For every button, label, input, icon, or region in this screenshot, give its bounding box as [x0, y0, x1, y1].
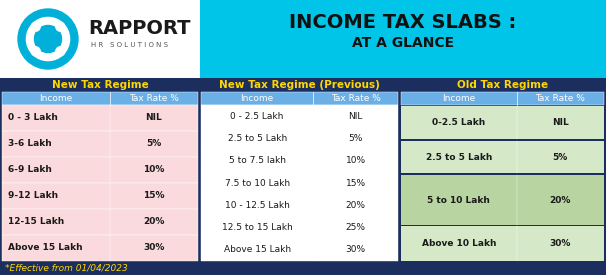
Text: 12.5 to 15 Lakh: 12.5 to 15 Lakh	[222, 223, 293, 232]
Text: NIL: NIL	[145, 114, 162, 122]
Text: 5 to 7.5 lakh: 5 to 7.5 lakh	[228, 156, 285, 165]
Bar	[201, 194, 398, 216]
Bar	[201, 92, 398, 105]
Text: 30%: 30%	[345, 245, 365, 254]
Text: AT A GLANCE: AT A GLANCE	[352, 36, 454, 50]
Bar	[2, 235, 198, 261]
Text: 0 - 2.5 Lakh: 0 - 2.5 Lakh	[230, 112, 284, 121]
Text: 20%: 20%	[345, 201, 365, 210]
Bar	[201, 150, 398, 172]
Text: 6-9 Lakh: 6-9 Lakh	[8, 166, 52, 175]
Text: INCOME TAX SLABS :: INCOME TAX SLABS :	[290, 13, 517, 32]
Bar	[201, 78, 398, 92]
Bar	[2, 78, 198, 92]
Text: 2.5 to 5 Lakh: 2.5 to 5 Lakh	[425, 153, 492, 161]
Bar	[201, 239, 398, 261]
Text: 15%: 15%	[345, 178, 365, 188]
Bar	[2, 209, 198, 235]
Circle shape	[35, 26, 61, 53]
Bar	[2, 183, 198, 209]
Bar	[401, 106, 604, 139]
Text: 5%: 5%	[553, 153, 568, 161]
Bar	[201, 172, 398, 194]
Circle shape	[31, 47, 40, 56]
Text: 15%: 15%	[143, 191, 165, 200]
Circle shape	[31, 22, 40, 31]
Text: 7.5 to 10 Lakh: 7.5 to 10 Lakh	[225, 178, 290, 188]
Text: Income: Income	[442, 94, 476, 103]
Bar	[401, 175, 604, 225]
Text: RAPPORT: RAPPORT	[88, 20, 190, 38]
Text: 20%: 20%	[143, 218, 165, 227]
Bar	[0, 78, 606, 261]
Text: Income: Income	[241, 94, 274, 103]
Text: Above 15 Lakh: Above 15 Lakh	[8, 243, 82, 252]
Bar	[201, 127, 398, 150]
Text: Income: Income	[39, 94, 73, 103]
Circle shape	[56, 47, 65, 56]
Text: 30%: 30%	[550, 239, 571, 248]
Text: 25%: 25%	[345, 223, 365, 232]
Bar	[401, 226, 604, 261]
Text: Old Tax Regime: Old Tax Regime	[457, 80, 548, 90]
Text: 5%: 5%	[348, 134, 363, 143]
Text: 10%: 10%	[345, 156, 365, 165]
Bar	[2, 92, 198, 105]
Bar	[2, 157, 198, 183]
Bar	[201, 216, 398, 239]
Circle shape	[27, 17, 70, 60]
Text: 10 - 12.5 Lakh: 10 - 12.5 Lakh	[225, 201, 290, 210]
Text: Tax Rate %: Tax Rate %	[536, 94, 585, 103]
Text: Above 10 Lakh: Above 10 Lakh	[422, 239, 496, 248]
Text: 12-15 Lakh: 12-15 Lakh	[8, 218, 64, 227]
Text: 10%: 10%	[143, 166, 165, 175]
Text: 3-6 Lakh: 3-6 Lakh	[8, 139, 52, 149]
Bar	[0, 0, 200, 78]
Circle shape	[56, 22, 65, 31]
Bar	[2, 131, 198, 157]
Text: Above 15 Lakh: Above 15 Lakh	[224, 245, 291, 254]
Text: 5%: 5%	[146, 139, 162, 149]
Bar	[401, 141, 604, 173]
Text: 0 - 3 Lakh: 0 - 3 Lakh	[8, 114, 58, 122]
Text: NIL: NIL	[552, 118, 568, 127]
Text: 20%: 20%	[550, 196, 571, 205]
Bar	[401, 78, 604, 92]
Text: Tax Rate %: Tax Rate %	[129, 94, 179, 103]
Bar	[200, 0, 606, 78]
Bar	[201, 105, 398, 127]
Text: New Tax Regime: New Tax Regime	[52, 80, 148, 90]
Bar	[2, 105, 198, 131]
Text: H R   S O L U T I O N S: H R S O L U T I O N S	[91, 42, 168, 48]
Text: 5 to 10 Lakh: 5 to 10 Lakh	[427, 196, 490, 205]
Text: 9-12 Lakh: 9-12 Lakh	[8, 191, 58, 200]
Text: 0-2.5 Lakh: 0-2.5 Lakh	[432, 118, 485, 127]
Text: Tax Rate %: Tax Rate %	[331, 94, 381, 103]
Text: New Tax Regime (Previous): New Tax Regime (Previous)	[219, 80, 380, 90]
Text: *Effective from 01/04/2023: *Effective from 01/04/2023	[5, 263, 128, 273]
Text: NIL: NIL	[348, 112, 363, 121]
Text: 2.5 to 5 Lakh: 2.5 to 5 Lakh	[227, 134, 287, 143]
Circle shape	[18, 9, 78, 69]
Text: 30%: 30%	[143, 243, 165, 252]
Bar	[401, 92, 604, 105]
